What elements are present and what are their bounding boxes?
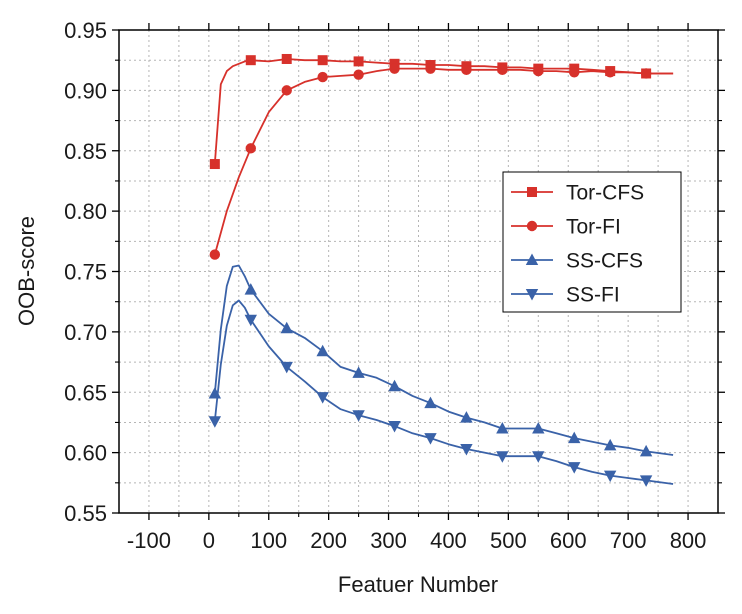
marker-tor-fi	[317, 71, 328, 83]
marker-ss-cfs	[352, 366, 365, 378]
marker-tor-fi	[353, 69, 364, 80]
y-tick-label: 0.90	[64, 78, 107, 103]
legend-marker-ss-cfs	[525, 253, 539, 265]
marker-tor-fi	[245, 143, 256, 154]
marker-ss-cfs	[424, 396, 437, 409]
marker-ss-cfs	[532, 421, 545, 434]
marker-ss-cfs	[388, 379, 401, 392]
y-tick-label: 0.75	[64, 260, 107, 285]
y-axis-title: OOB-score	[14, 216, 39, 326]
legend-marker-tor-fi	[526, 220, 538, 232]
x-tick-label: 200	[310, 528, 347, 553]
x-tick-label: 300	[370, 528, 407, 553]
legend-marker-tor-cfs	[527, 187, 537, 197]
marker-ss-cfs	[244, 283, 257, 295]
marker-tor-fi	[209, 249, 221, 260]
marker-ss-fi	[388, 421, 401, 433]
marker-ss-fi	[532, 451, 545, 463]
legend: Tor-CFS Tor-FI SS-CFS SS-FI	[502, 171, 682, 313]
marker-tor-cfs	[317, 55, 328, 66]
marker-ss-fi	[244, 314, 257, 327]
marker-tor-fi	[461, 64, 472, 76]
legend-label-tor-cfs: Tor-CFS	[566, 182, 644, 205]
x-tick-label: 800	[670, 528, 707, 553]
x-tick-label: 0	[203, 528, 215, 553]
marker-tor-cfs	[209, 159, 220, 170]
marker-ss-fi	[208, 416, 222, 428]
marker-ss-cfs	[603, 438, 617, 451]
y-tick-label: 0.80	[64, 199, 107, 224]
marker-ss-fi	[496, 451, 509, 463]
legend-marker-ss-fi	[525, 289, 539, 301]
marker-ss-fi	[460, 444, 473, 456]
x-tick-label: 600	[550, 528, 587, 553]
marker-ss-cfs	[280, 321, 293, 334]
marker-tor-fi	[604, 67, 616, 78]
marker-tor-cfs	[245, 55, 256, 66]
y-tick-label: 0.65	[64, 380, 107, 405]
marker-ss-fi	[568, 462, 581, 474]
tick-labels: -100 0 100 200 300 400 500 600 700 800 0.55 0.60 0.6…	[64, 18, 706, 553]
y-tick-label: 0.60	[64, 441, 107, 466]
marker-tor-fi	[281, 85, 292, 96]
marker-ss-fi	[316, 392, 329, 404]
series-markers	[208, 53, 653, 487]
marker-ss-cfs	[496, 421, 509, 434]
legend-label-ss-fi: SS-FI	[566, 284, 620, 307]
x-tick-label: 700	[610, 528, 647, 553]
marker-tor-fi	[497, 64, 508, 76]
y-tick-label: 0.85	[64, 139, 107, 164]
y-tick-label: 0.70	[64, 320, 107, 345]
marker-ss-cfs	[316, 344, 329, 357]
series-line-tor-cfs	[213, 58, 674, 165]
x-axis-title: Featuer Number	[338, 572, 498, 597]
marker-ss-fi	[280, 361, 293, 374]
marker-ss-cfs	[208, 386, 222, 399]
legend-label-ss-cfs: SS-CFS	[566, 250, 643, 273]
marker-ss-fi	[639, 475, 653, 487]
marker-tor-cfs	[281, 53, 292, 64]
marker-tor-fi	[533, 65, 544, 77]
marker-tor-fi	[640, 68, 652, 79]
x-tick-label: -100	[127, 528, 171, 553]
marker-ss-fi	[603, 470, 617, 483]
x-tick-label: 500	[490, 528, 527, 553]
marker-ss-fi	[424, 433, 437, 445]
marker-ss-cfs	[639, 444, 653, 457]
x-tick-label: 400	[430, 528, 467, 553]
marker-ss-cfs	[568, 431, 581, 444]
x-tick-label: 100	[250, 528, 287, 553]
marker-tor-fi	[425, 63, 436, 74]
marker-tor-fi	[389, 63, 400, 74]
marker-ss-cfs	[460, 411, 473, 423]
y-tick-label: 0.95	[64, 18, 107, 43]
legend-label-tor-fi: Tor-FI	[566, 216, 621, 239]
marker-ss-fi	[352, 410, 365, 422]
marker-tor-fi	[569, 67, 580, 78]
y-tick-label: 0.55	[64, 501, 107, 526]
marker-tor-cfs	[353, 56, 364, 67]
axis-ticks	[112, 23, 725, 520]
